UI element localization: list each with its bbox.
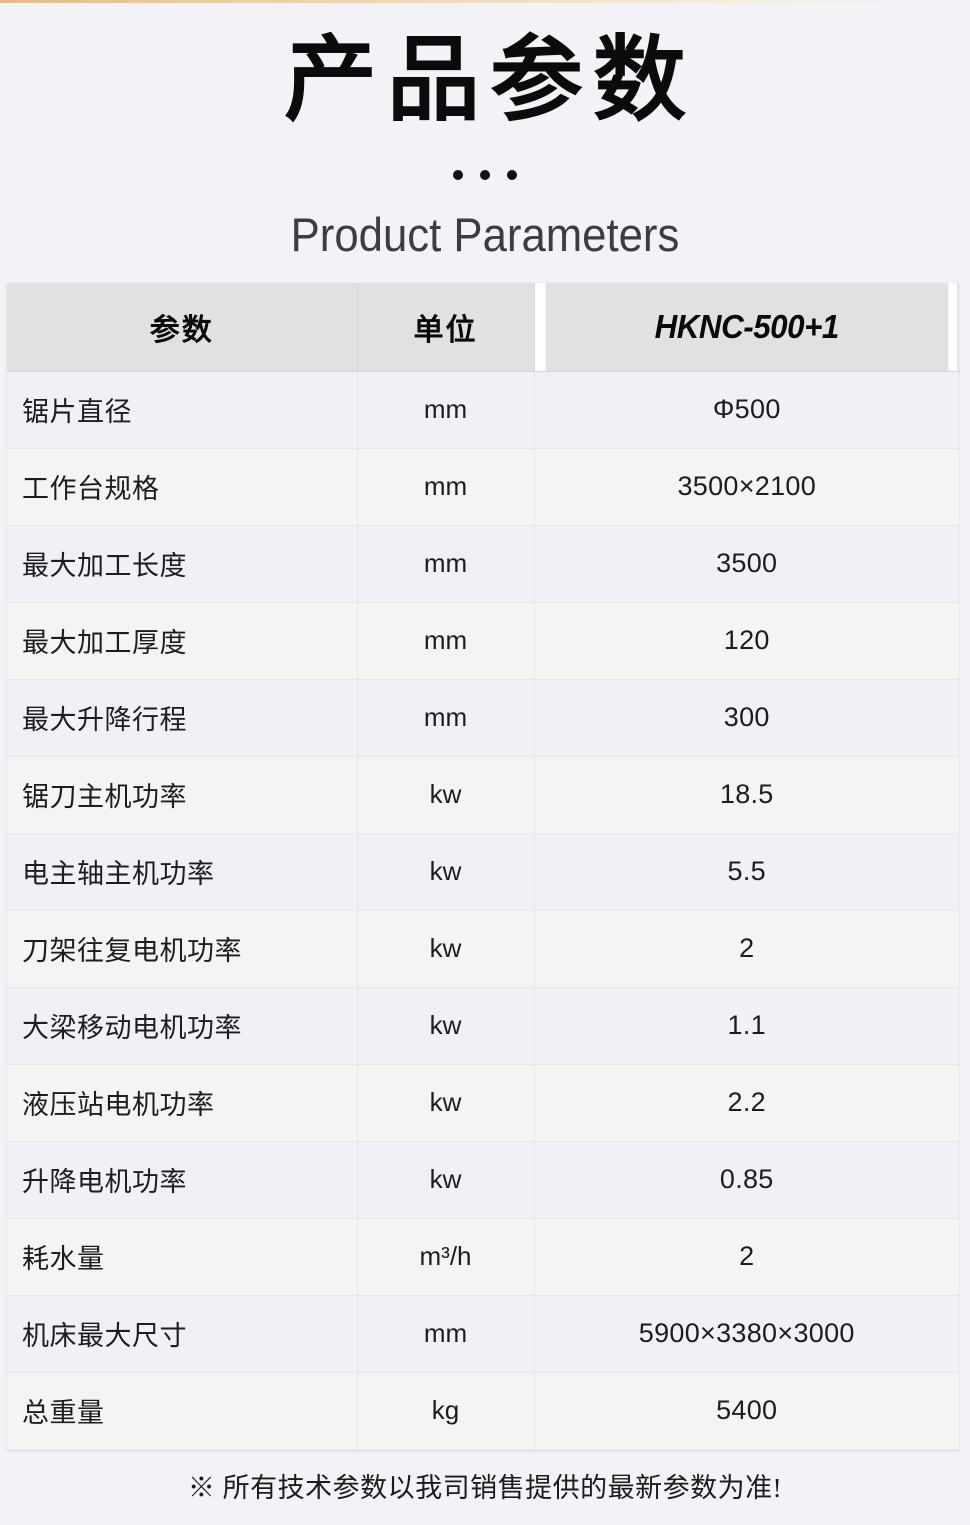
table-header-row: 参数 单位 HKNC-500+1 bbox=[7, 283, 959, 372]
cell-unit: kw bbox=[356, 1141, 535, 1219]
table-row: 升降电机功率 kw 0.85 bbox=[7, 1141, 959, 1219]
column-header-model: HKNC-500+1 bbox=[544, 283, 949, 372]
cell-value: 5900×3380×3000 bbox=[534, 1295, 959, 1373]
cell-unit: kw bbox=[356, 1064, 535, 1142]
table-row: 大梁移动电机功率 kw 1.1 bbox=[7, 987, 959, 1065]
top-seam-divider bbox=[0, 0, 970, 3]
table-row: 耗水量 m³/h 2 bbox=[7, 1218, 959, 1296]
dot-icon bbox=[507, 170, 517, 180]
parameters-table: 参数 单位 HKNC-500+1 锯片直径 mm Φ500 工作台规格 mm 3500×2… bbox=[7, 283, 959, 1450]
cell-parameter-name: 最大加工厚度 bbox=[7, 602, 357, 680]
cell-unit: mm bbox=[356, 448, 535, 526]
table-row: 刀架往复电机功率 kw 2 bbox=[7, 910, 959, 988]
cell-unit: mm bbox=[356, 371, 535, 449]
cell-parameter-name: 液压站电机功率 bbox=[7, 1064, 357, 1142]
cell-value: 2.2 bbox=[534, 1064, 959, 1142]
dot-separator bbox=[0, 163, 970, 187]
cell-value: 5.5 bbox=[534, 833, 959, 911]
cell-parameter-name: 耗水量 bbox=[7, 1218, 357, 1296]
cell-parameter-name: 刀架往复电机功率 bbox=[7, 910, 357, 988]
table-row: 最大加工厚度 mm 120 bbox=[7, 602, 959, 680]
cell-parameter-name: 电主轴主机功率 bbox=[7, 833, 357, 911]
cell-value: 3500×2100 bbox=[534, 448, 959, 526]
cell-value: 300 bbox=[534, 679, 959, 757]
table-row: 最大升降行程 mm 300 bbox=[7, 679, 959, 757]
table-row: 机床最大尺寸 mm 5900×3380×3000 bbox=[7, 1295, 959, 1373]
cell-parameter-name: 大梁移动电机功率 bbox=[7, 987, 357, 1065]
page-title-chinese: 产品参数 bbox=[284, 28, 696, 132]
dot-icon bbox=[480, 170, 490, 180]
table-row: 电主轴主机功率 kw 5.5 bbox=[7, 833, 959, 911]
cell-parameter-name: 总重量 bbox=[7, 1372, 357, 1450]
cell-unit: kw bbox=[356, 910, 535, 988]
cell-value: 3500 bbox=[534, 525, 959, 603]
cell-value: 1.1 bbox=[534, 987, 959, 1065]
cell-value: 120 bbox=[534, 602, 959, 680]
page-header: 产品参数 Product Parameters bbox=[0, 0, 970, 278]
cell-parameter-name: 锯片直径 bbox=[7, 371, 357, 449]
cell-parameter-name: 最大加工长度 bbox=[7, 525, 357, 603]
cell-unit: kw bbox=[356, 833, 535, 911]
cell-unit: m³/h bbox=[356, 1218, 535, 1296]
page-subtitle-english: Product Parameters bbox=[290, 208, 680, 261]
cell-value: 0.85 bbox=[534, 1141, 959, 1219]
table-header: 参数 单位 HKNC-500+1 bbox=[7, 283, 959, 372]
cell-value: 2 bbox=[534, 1218, 959, 1296]
cell-value: 5400 bbox=[534, 1372, 959, 1450]
table-row: 锯片直径 mm Φ500 bbox=[7, 371, 959, 449]
cell-unit: kw bbox=[356, 987, 535, 1065]
column-header-parameter: 参数 bbox=[7, 283, 357, 372]
cell-parameter-name: 锯刀主机功率 bbox=[7, 756, 357, 834]
table-body: 锯片直径 mm Φ500 工作台规格 mm 3500×2100 最大加工长度 mm 3500 最大… bbox=[7, 371, 959, 1450]
cell-value: Φ500 bbox=[534, 371, 959, 449]
table-row: 总重量 kg 5400 bbox=[7, 1372, 959, 1450]
cell-unit: kw bbox=[356, 756, 535, 834]
cell-parameter-name: 升降电机功率 bbox=[7, 1141, 357, 1219]
cell-unit: mm bbox=[356, 525, 535, 603]
cell-parameter-name: 工作台规格 bbox=[7, 448, 357, 526]
cell-unit: mm bbox=[356, 602, 535, 680]
table-row: 最大加工长度 mm 3500 bbox=[7, 525, 959, 603]
cell-parameter-name: 最大升降行程 bbox=[7, 679, 357, 757]
dot-icon bbox=[453, 170, 463, 180]
footnote-disclaimer: ※ 所有技术参数以我司销售提供的最新参数为准! bbox=[187, 1473, 783, 1503]
parameters-table-container: 参数 单位 HKNC-500+1 锯片直径 mm Φ500 工作台规格 mm 3500×2… bbox=[6, 283, 959, 1450]
cell-unit: kg bbox=[356, 1372, 535, 1450]
cell-value: 2 bbox=[534, 910, 959, 988]
cell-value: 18.5 bbox=[534, 756, 959, 834]
cell-unit: mm bbox=[356, 679, 535, 757]
table-row: 工作台规格 mm 3500×2100 bbox=[7, 448, 959, 526]
cell-unit: mm bbox=[356, 1295, 535, 1373]
table-row: 锯刀主机功率 kw 18.5 bbox=[7, 756, 959, 834]
table-row: 液压站电机功率 kw 2.2 bbox=[7, 1064, 959, 1142]
cell-parameter-name: 机床最大尺寸 bbox=[7, 1295, 357, 1373]
column-header-unit: 单位 bbox=[356, 283, 535, 372]
